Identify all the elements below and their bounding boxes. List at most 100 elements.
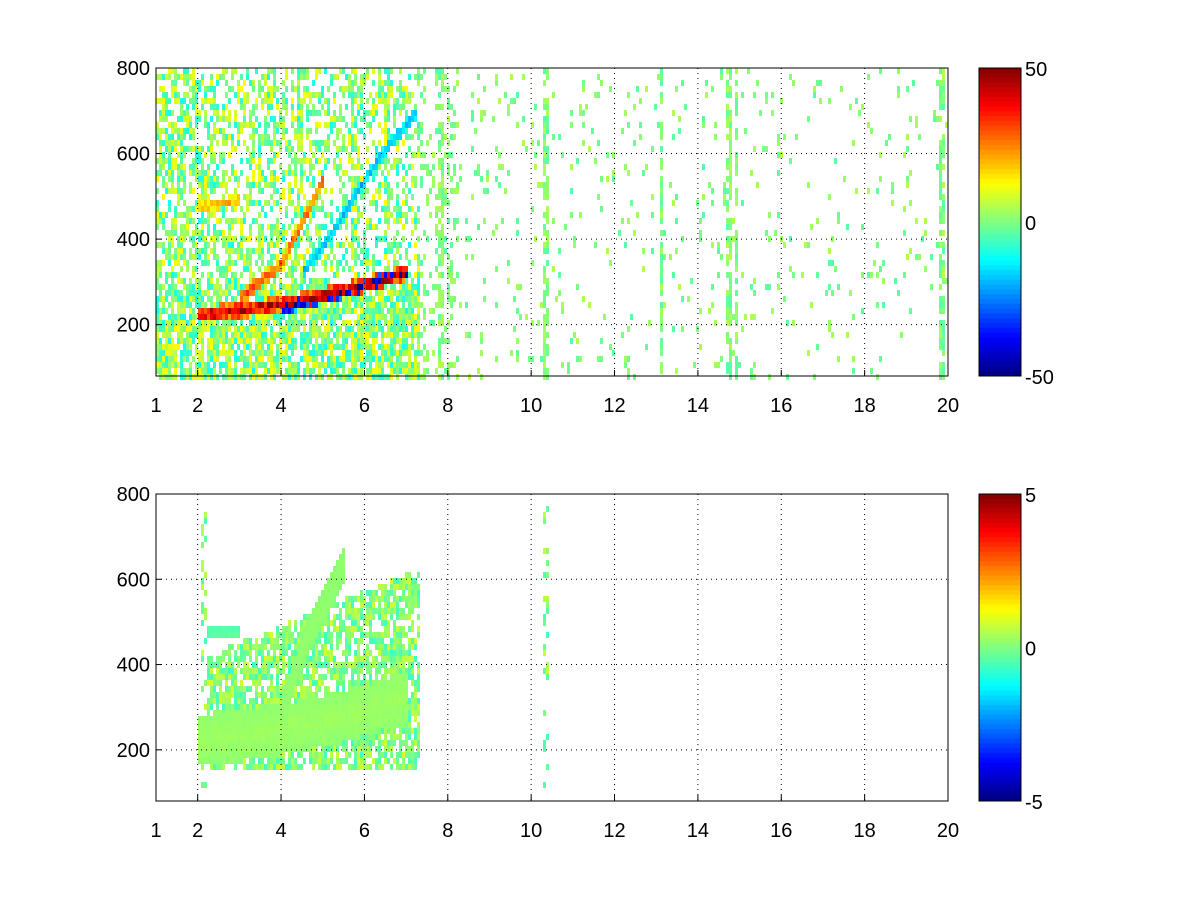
heatmap-cell <box>450 266 453 272</box>
heatmap-cell <box>210 698 213 704</box>
heatmap-cell <box>582 140 585 146</box>
heatmap-cell <box>165 290 168 296</box>
heatmap-cell <box>198 740 201 746</box>
heatmap-cell <box>222 734 225 740</box>
heatmap-cell <box>288 152 291 158</box>
heatmap-cell <box>180 332 183 338</box>
heatmap-cell <box>318 368 321 374</box>
heatmap-cell <box>342 92 345 98</box>
heatmap-cell <box>237 746 240 752</box>
heatmap-cell <box>381 98 384 104</box>
heatmap-cell <box>729 122 732 128</box>
heatmap-cell <box>546 350 549 356</box>
heatmap-cell <box>321 290 324 296</box>
heatmap-cell <box>246 92 249 98</box>
heatmap-cell <box>273 314 276 320</box>
heatmap-cell <box>381 92 384 98</box>
heatmap-cell <box>456 80 459 86</box>
heatmap-cell <box>336 752 339 758</box>
heatmap-cell <box>354 368 357 374</box>
x-tick-label: 6 <box>359 395 370 417</box>
heatmap-cell <box>282 650 285 656</box>
heatmap-cell <box>213 158 216 164</box>
heatmap-cell <box>546 188 549 194</box>
heatmap-cell <box>867 122 870 128</box>
heatmap-cell <box>231 338 234 344</box>
heatmap-cell <box>345 248 348 254</box>
heatmap-cell <box>660 242 663 248</box>
heatmap-cell <box>594 92 597 98</box>
heatmap-cell <box>312 80 315 86</box>
heatmap-cell <box>360 176 363 182</box>
heatmap-cell <box>339 728 342 734</box>
heatmap-cell <box>222 302 225 308</box>
heatmap-cell <box>177 338 180 344</box>
heatmap-cell <box>327 662 330 668</box>
heatmap-cell <box>342 266 345 272</box>
heatmap-cell <box>336 740 339 746</box>
heatmap-cell <box>453 164 456 170</box>
heatmap-cell <box>264 734 267 740</box>
heatmap-cell <box>216 260 219 266</box>
heatmap-cell <box>768 212 771 218</box>
heatmap-cell <box>315 260 318 266</box>
heatmap-cell <box>354 188 357 194</box>
heatmap-cell <box>330 602 333 608</box>
heatmap-cell <box>234 722 237 728</box>
heatmap-cell <box>201 584 204 590</box>
heatmap-cell <box>222 308 225 314</box>
heatmap-cell <box>228 344 231 350</box>
heatmap-cell <box>282 356 285 362</box>
heatmap-cell <box>546 194 549 200</box>
heatmap-cell <box>267 104 270 110</box>
heatmap-cell <box>327 620 330 626</box>
heatmap-cell <box>357 326 360 332</box>
heatmap-cell <box>297 80 300 86</box>
heatmap-cell <box>180 176 183 182</box>
heatmap-cell <box>624 110 627 116</box>
heatmap-cell <box>177 344 180 350</box>
heatmap-cell <box>222 650 225 656</box>
heatmap-cell <box>324 590 327 596</box>
heatmap-cell <box>261 320 264 326</box>
heatmap-cell <box>321 356 324 362</box>
heatmap-cell <box>678 284 681 290</box>
heatmap-cell <box>408 92 411 98</box>
heatmap-cell <box>390 272 393 278</box>
heatmap-cell <box>306 704 309 710</box>
heatmap-cell <box>327 278 330 284</box>
heatmap-cell <box>189 98 192 104</box>
heatmap-cell <box>210 320 213 326</box>
heatmap-cell <box>192 320 195 326</box>
heatmap-cell <box>384 164 387 170</box>
heatmap-cell <box>246 290 249 296</box>
heatmap-cell <box>342 242 345 248</box>
heatmap-cell <box>207 740 210 746</box>
heatmap-cell <box>240 710 243 716</box>
heatmap-cell <box>288 248 291 254</box>
heatmap-cell <box>204 722 207 728</box>
heatmap-cell <box>450 242 453 248</box>
heatmap-cell <box>342 722 345 728</box>
heatmap-cell <box>729 356 732 362</box>
heatmap-cell <box>942 344 945 350</box>
heatmap-cell <box>396 146 399 152</box>
heatmap-cell <box>219 686 222 692</box>
heatmap-cell <box>234 692 237 698</box>
heatmap-cell <box>495 302 498 308</box>
heatmap-cell <box>327 656 330 662</box>
heatmap-cell <box>786 374 789 380</box>
heatmap-cell <box>936 116 939 122</box>
heatmap-cell <box>288 140 291 146</box>
heatmap-cell <box>372 254 375 260</box>
heatmap-cell <box>255 710 258 716</box>
colorbar-swatch <box>979 274 1021 281</box>
heatmap-cell <box>162 212 165 218</box>
heatmap-cell <box>252 752 255 758</box>
heatmap-cell <box>402 320 405 326</box>
heatmap-cell <box>495 74 498 80</box>
heatmap-cell <box>303 158 306 164</box>
heatmap-cell <box>231 680 234 686</box>
heatmap-cell <box>393 134 396 140</box>
heatmap-cell <box>651 194 654 200</box>
